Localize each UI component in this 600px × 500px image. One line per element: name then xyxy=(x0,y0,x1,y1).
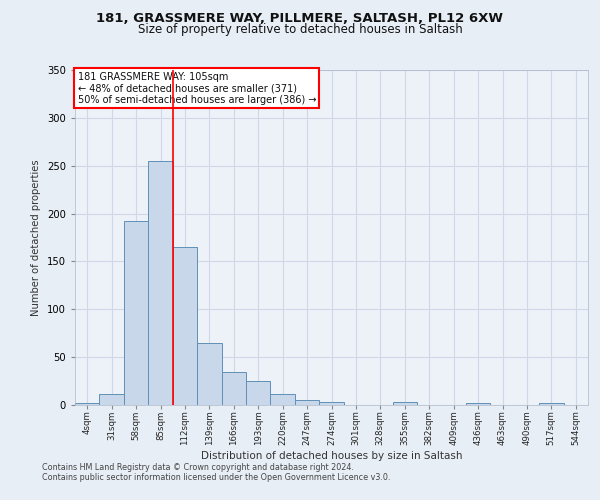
Bar xyxy=(124,221,148,405)
Bar xyxy=(246,381,271,405)
Text: Size of property relative to detached houses in Saltash: Size of property relative to detached ho… xyxy=(137,22,463,36)
X-axis label: Distribution of detached houses by size in Saltash: Distribution of detached houses by size … xyxy=(201,451,462,461)
Bar xyxy=(221,372,246,405)
Bar xyxy=(173,247,197,405)
Bar xyxy=(75,403,100,405)
Text: 181, GRASSMERE WAY, PILLMERE, SALTASH, PL12 6XW: 181, GRASSMERE WAY, PILLMERE, SALTASH, P… xyxy=(97,12,503,26)
Text: Contains HM Land Registry data © Crown copyright and database right 2024.: Contains HM Land Registry data © Crown c… xyxy=(42,464,354,472)
Text: 181 GRASSMERE WAY: 105sqm
← 48% of detached houses are smaller (371)
50% of semi: 181 GRASSMERE WAY: 105sqm ← 48% of detac… xyxy=(77,72,316,105)
Bar xyxy=(197,343,221,405)
Y-axis label: Number of detached properties: Number of detached properties xyxy=(31,159,41,316)
Bar xyxy=(295,400,319,405)
Bar xyxy=(539,403,563,405)
Text: Contains public sector information licensed under the Open Government Licence v3: Contains public sector information licen… xyxy=(42,474,391,482)
Bar xyxy=(148,161,173,405)
Bar xyxy=(319,402,344,405)
Bar xyxy=(466,403,490,405)
Bar xyxy=(392,402,417,405)
Bar xyxy=(271,394,295,405)
Bar xyxy=(100,394,124,405)
